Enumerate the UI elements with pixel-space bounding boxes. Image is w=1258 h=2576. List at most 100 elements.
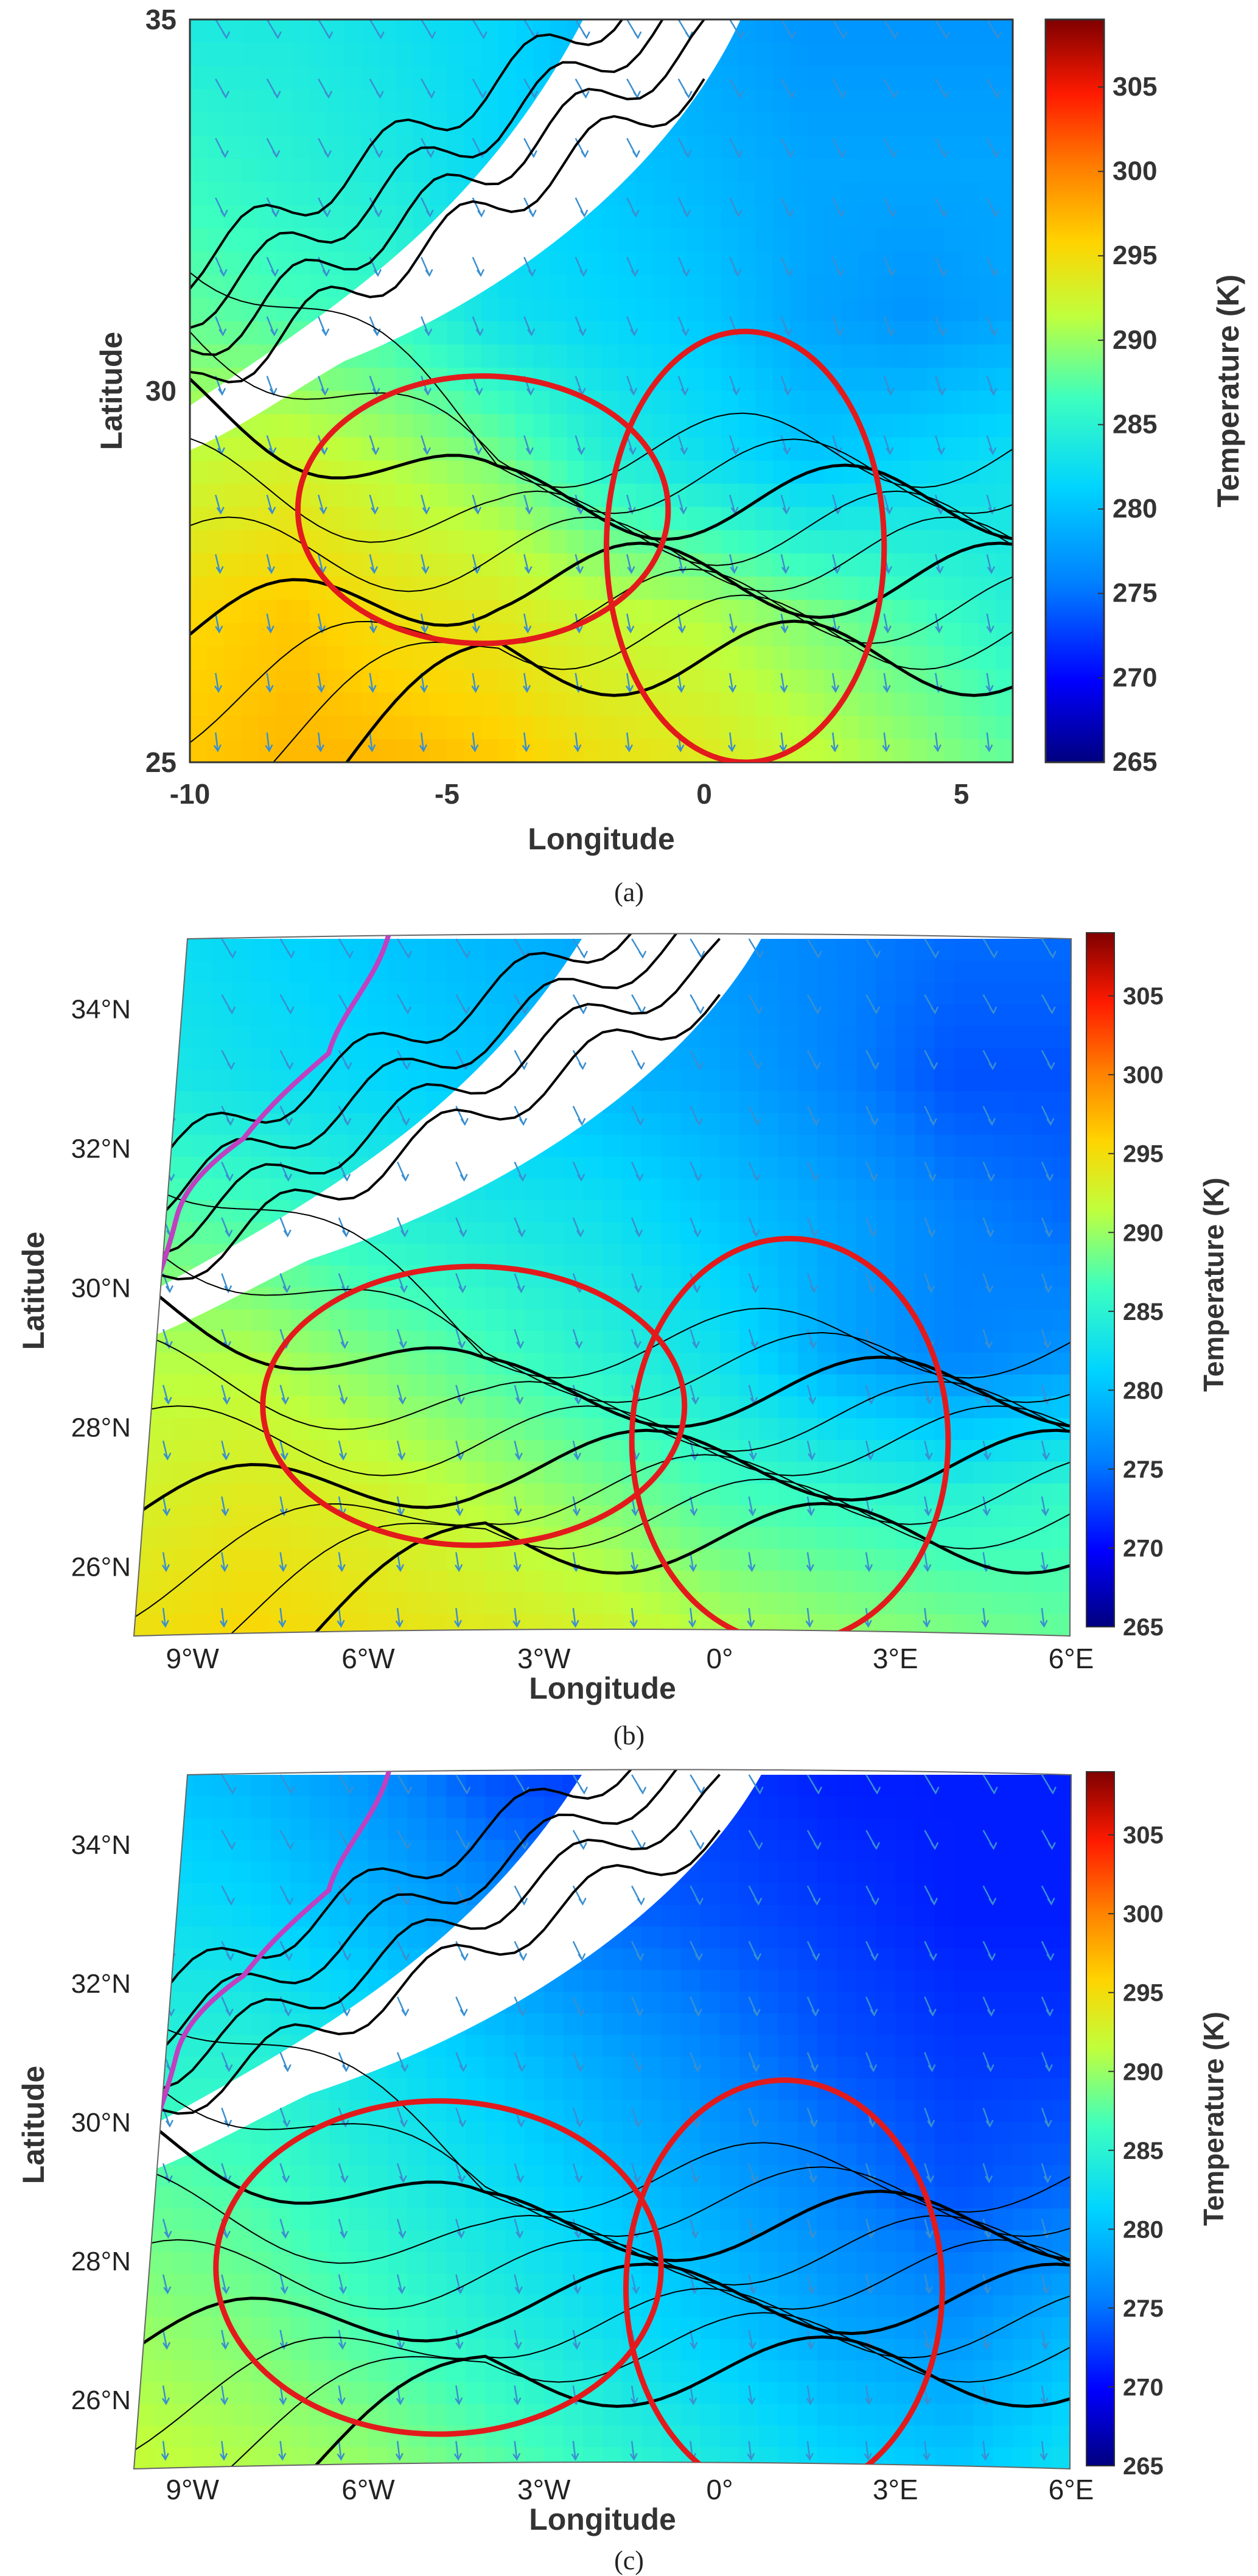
heatmap-cell <box>993 1883 1013 1905</box>
heatmap-cell <box>700 1179 720 1201</box>
heatmap-cell <box>1032 1797 1052 1819</box>
heatmap-cell <box>464 460 482 484</box>
heatmap-cell <box>344 646 362 670</box>
heatmap-cell <box>446 1818 466 1840</box>
heatmap-cell <box>379 484 396 508</box>
heatmap-cell <box>720 2252 740 2274</box>
heatmap-cell <box>700 1135 720 1157</box>
heatmap-cell <box>817 1331 837 1353</box>
heatmap-cell <box>212 1070 232 1092</box>
heatmap-cell <box>447 43 465 66</box>
heatmap-cell <box>486 939 506 961</box>
heatmap-cell <box>778 1592 798 1615</box>
heatmap-cell <box>927 530 945 554</box>
heatmap-cell <box>661 2230 681 2252</box>
heatmap-cell <box>641 1113 662 1135</box>
heatmap-cell <box>362 437 379 461</box>
heatmap-cell <box>564 2079 584 2100</box>
heatmap-cell <box>427 2295 447 2317</box>
heatmap-cell <box>979 228 996 252</box>
heatmap-cell <box>153 939 173 961</box>
heatmap-cell <box>349 2360 369 2382</box>
heatmap-cell <box>344 484 362 508</box>
heatmap-cell <box>1013 939 1033 961</box>
heatmap-cell <box>173 1797 193 1819</box>
heatmap-cell <box>368 1862 388 1884</box>
heatmap-cell <box>1032 1905 1052 1927</box>
heatmap-cell <box>564 2360 584 2382</box>
heatmap-cell <box>876 983 896 1005</box>
heatmap-cell <box>550 414 568 438</box>
heatmap-cell <box>584 345 602 368</box>
heatmap-cell <box>388 1614 408 1637</box>
heatmap-cell <box>505 1797 525 1819</box>
heatmap-cell <box>349 1331 369 1353</box>
heatmap-cell <box>173 1484 193 1506</box>
heatmap-cell <box>567 646 585 670</box>
heatmap-cell <box>680 1353 701 1375</box>
heatmap-cell <box>368 1905 388 1927</box>
heatmap-cell <box>544 2230 564 2252</box>
heatmap-cell <box>173 1775 193 1797</box>
heatmap-cell <box>290 2165 310 2187</box>
heatmap-cell <box>276 66 293 89</box>
heatmap-cell <box>231 1905 251 1927</box>
heatmap-cell <box>910 507 928 531</box>
heatmap-cell <box>603 1375 623 1397</box>
heatmap-cell <box>974 1462 994 1484</box>
heatmap-cell <box>790 623 808 647</box>
heatmap-cell <box>739 1970 760 1992</box>
heatmap-cell <box>934 1818 954 1840</box>
heatmap-cell <box>700 1070 720 1092</box>
heatmap-cell <box>564 2339 584 2360</box>
heatmap-cell <box>876 1883 896 1905</box>
heatmap-cell <box>910 646 928 670</box>
heatmap-cell <box>486 1549 506 1571</box>
heatmap-cell <box>944 437 962 461</box>
heatmap-cell <box>1013 1905 1033 1927</box>
heatmap-cell <box>293 298 310 322</box>
heatmap-cell <box>739 1179 760 1201</box>
heatmap-cell <box>190 89 208 113</box>
heatmap-cell <box>153 1070 173 1092</box>
heatmap-cell <box>910 19 928 43</box>
heatmap-cell <box>310 1266 330 1288</box>
heatmap-cell <box>824 530 842 554</box>
heatmap-cell <box>396 182 413 206</box>
heatmap-cell <box>721 275 739 298</box>
heatmap-cell <box>641 1970 662 1992</box>
heatmap-cell <box>525 1179 545 1201</box>
heatmap-cell <box>934 1288 954 1310</box>
heatmap-cell <box>276 646 293 670</box>
heatmap-cell <box>934 1157 954 1179</box>
heatmap-cell <box>293 600 310 623</box>
heatmap-cell <box>427 2165 447 2187</box>
heatmap-cell <box>817 1614 837 1637</box>
heatmap-cell <box>310 1948 330 1970</box>
heatmap-cell <box>310 961 330 983</box>
heatmap-cell <box>192 2360 212 2382</box>
heatmap-cell <box>290 1926 310 1948</box>
heatmap-cell <box>756 693 774 717</box>
heatmap-cell <box>895 2079 915 2100</box>
heatmap-cell <box>447 89 465 113</box>
heatmap-cell <box>407 1288 427 1310</box>
heatmap-cell <box>231 2273 251 2295</box>
heatmap-cell <box>231 961 251 983</box>
heatmap-cell <box>841 89 859 113</box>
heatmap-cell <box>134 1462 154 1484</box>
heatmap-cell <box>670 414 688 438</box>
heatmap-cell <box>466 1818 486 1840</box>
heatmap-cell <box>310 1775 330 1797</box>
heatmap-cell <box>466 1309 486 1332</box>
heatmap-cell <box>407 2187 427 2209</box>
heatmap-cell <box>974 1070 994 1092</box>
colorbar-tick-label: 265 <box>1123 1614 1164 1641</box>
heatmap-cell <box>622 2013 642 2035</box>
heatmap-cell <box>329 1135 349 1157</box>
heatmap-cell <box>1052 1883 1072 1905</box>
heatmap-cell <box>396 136 413 160</box>
heatmap-cell <box>583 2035 603 2057</box>
heatmap-cell <box>1052 1353 1072 1375</box>
heatmap-cell <box>993 1905 1013 1927</box>
